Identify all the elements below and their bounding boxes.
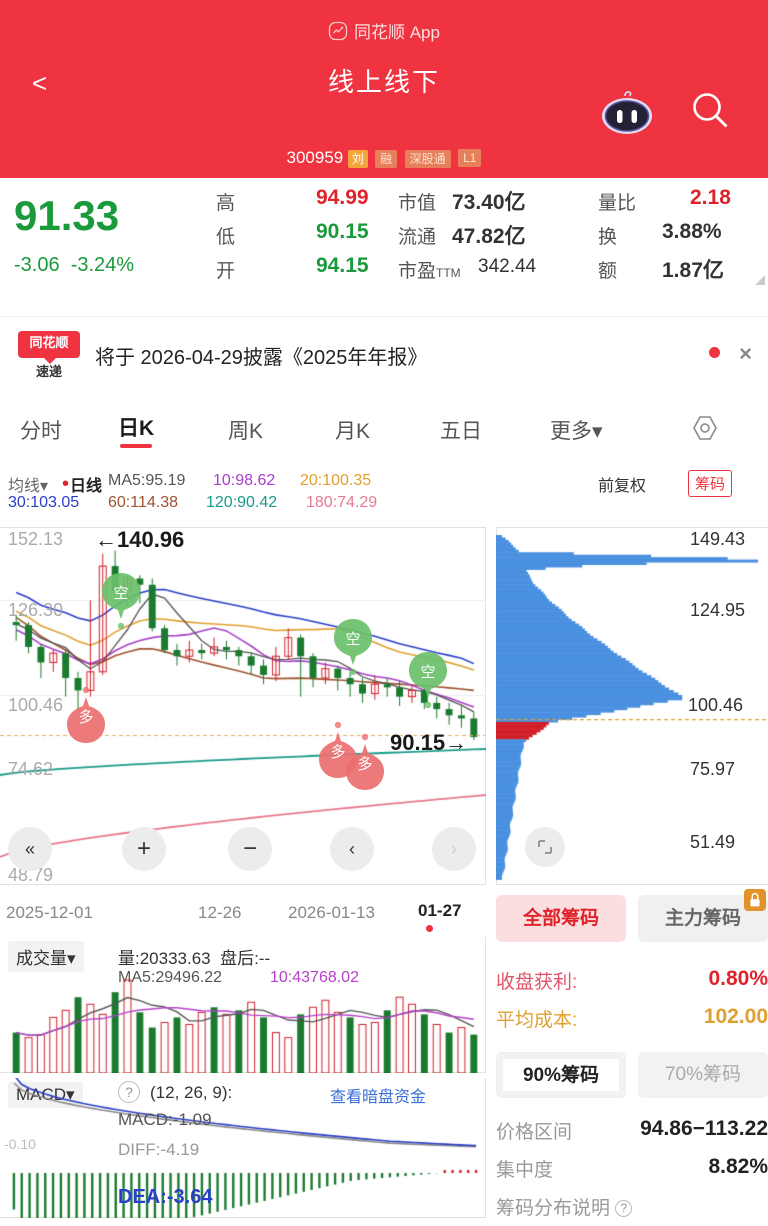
svg-text:多: 多 — [357, 756, 372, 773]
svg-text:空: 空 — [420, 664, 435, 681]
svg-text:多: 多 — [78, 709, 93, 726]
svg-text:多: 多 — [330, 744, 345, 761]
svg-text:空: 空 — [345, 631, 360, 648]
svg-text:空: 空 — [113, 585, 128, 602]
